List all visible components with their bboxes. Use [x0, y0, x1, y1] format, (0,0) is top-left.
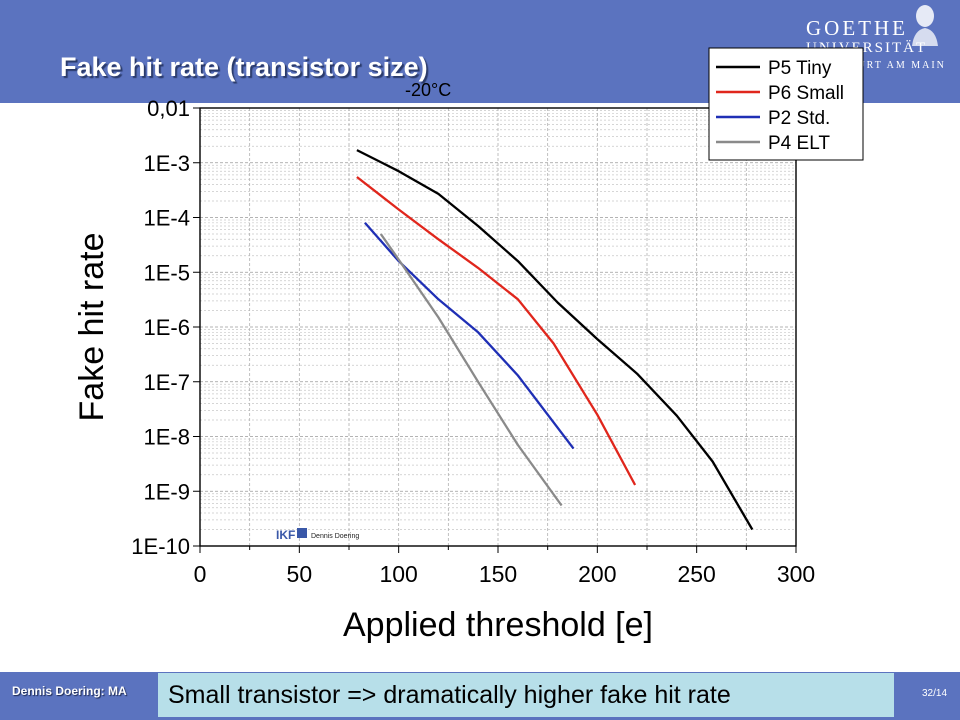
x-tick-label: 0 [194, 561, 207, 587]
conclusion-callout: Small transistor => dramatically higher … [158, 673, 894, 717]
ikf-badge: IKF [276, 528, 295, 542]
watermark-name: Dennis Doering [311, 533, 359, 540]
y-tick-label: 1E-7 [144, 370, 190, 395]
series-line-p5-tiny [356, 149, 754, 531]
legend-label: P2 Std. [768, 108, 830, 129]
legend-label: P4 ELT [768, 133, 830, 154]
y-axis-label: Fake hit rate [73, 233, 111, 422]
series-line-p6-small [356, 176, 637, 486]
slide-title: Fake hit rate (transistor size) [60, 52, 428, 82]
x-axis-label: Applied threshold [e] [343, 606, 653, 644]
x-tick-label: 250 [677, 561, 715, 587]
series-line-p2-std [364, 222, 575, 450]
x-tick-label: 200 [578, 561, 616, 587]
series-lines [356, 149, 754, 531]
logo-line-goethe: GOETHE [806, 16, 908, 40]
y-tick-label: 1E-4 [144, 206, 190, 231]
y-tick-labels: 0,01 1E-3 1E-4 1E-5 1E-6 1E-7 1E-8 1E-9 1E-10 [131, 96, 190, 559]
y-tick-label: 0,01 [147, 96, 190, 121]
goethe-bust-icon [912, 5, 938, 46]
legend-label: P6 Small [768, 83, 844, 104]
x-tick-label: 150 [479, 561, 517, 587]
y-tick-label: 1E-5 [144, 260, 190, 285]
x-tick-label: 50 [287, 561, 313, 587]
y-tick-label: 1E-8 [144, 425, 190, 450]
footer-author: Dennis Doering: MA [12, 684, 127, 698]
page-number: 32/14 [922, 688, 948, 699]
y-tick-label: 1E-3 [144, 151, 190, 176]
logo-line-frankfurt: FRANKFURT AM MAIN [806, 60, 946, 71]
grid [200, 107, 796, 547]
y-tick-label: 1E-10 [131, 534, 190, 559]
y-tick-label: 1E-6 [144, 315, 190, 340]
series-line-p4-elt [379, 233, 563, 507]
fake-hit-rate-chart: 0 50 100 150 200 250 300 0,01 1E-3 1E-4 1E-5 1E-6 1… [73, 47, 864, 644]
x-tick-label: 300 [777, 561, 815, 587]
watermark: IKF Dennis Doering [276, 528, 359, 542]
tick-marks [193, 107, 797, 553]
ikf-logo-icon [297, 528, 307, 538]
legend: P5 Tiny P6 Small P2 Std. P4 ELT [708, 47, 864, 161]
legend-label: P5 Tiny [768, 58, 832, 79]
x-tick-labels: 0 50 100 150 200 250 300 [194, 561, 816, 587]
temperature-annotation: -20°C [405, 80, 451, 100]
x-tick-label: 100 [379, 561, 417, 587]
plot-frame [199, 107, 797, 547]
y-tick-label: 1E-9 [144, 479, 190, 504]
